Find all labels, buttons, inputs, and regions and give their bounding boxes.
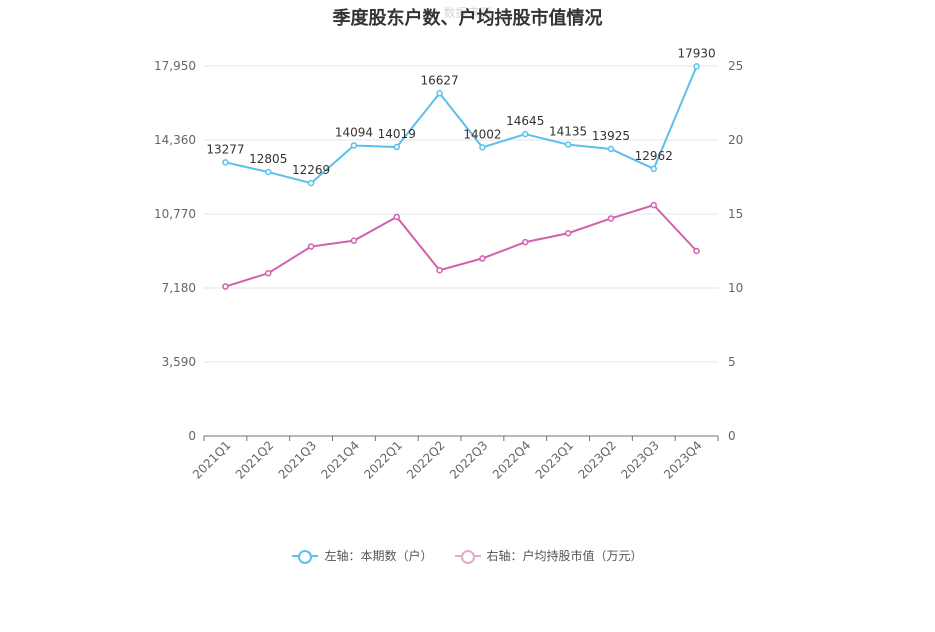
data-point-right	[350, 237, 358, 244]
left-axis-tick-label: 17,950	[154, 59, 196, 73]
legend-right-label: 右轴：户均持股市值（万元）	[486, 549, 643, 563]
x-axis-tick-label: 2023Q4	[661, 438, 705, 482]
data-label: 12269	[292, 163, 330, 177]
x-axis-tick-label: 2021Q3	[276, 438, 320, 482]
data-point-left	[564, 141, 572, 148]
data-point-left	[607, 145, 615, 153]
x-axis-tick-label: 2021Q4	[318, 438, 362, 482]
x-axis-tick-label: 2022Q4	[490, 438, 534, 482]
data-point-left	[393, 143, 400, 151]
legend: 左轴：本期数（户） 右轴：户均持股市值（万元）	[0, 547, 935, 564]
right-axis-tick-label: 10	[728, 281, 743, 295]
x-axis-tick-label: 2022Q3	[447, 438, 491, 482]
legend-right-swatch-icon	[454, 549, 481, 564]
left-axis-tick-label: 0	[188, 429, 196, 443]
data-point-left	[222, 159, 229, 166]
data-point-right	[393, 213, 400, 221]
data-point-right	[479, 255, 486, 262]
data-point-left	[650, 165, 657, 173]
data-point-right	[265, 269, 272, 277]
series-line-left	[225, 66, 698, 185]
right-axis-tick-label: 15	[728, 207, 743, 221]
chart-title: 季度股东户数、户均持股市值情况	[332, 8, 603, 29]
data-label: 16627	[420, 73, 458, 87]
left-axis-tick-label: 14,360	[154, 133, 196, 147]
series-line-right	[225, 203, 698, 288]
x-axis-tick-label: 2023Q3	[618, 438, 662, 482]
data-label: 14094	[335, 125, 373, 139]
data-point-right	[564, 229, 572, 237]
data-label: 14645	[506, 114, 544, 128]
left-axis-tick-label: 3,590	[162, 355, 196, 369]
right-axis-tick-label: 20	[728, 133, 743, 147]
data-point-right	[307, 243, 315, 250]
x-axis-tick-label: 2022Q1	[361, 438, 405, 482]
legend-left-swatch-icon	[292, 549, 319, 564]
right-axis-tick-label: 5	[728, 355, 736, 369]
data-point-left	[436, 90, 443, 97]
data-label: 14019	[378, 127, 416, 141]
data-point-left	[479, 144, 486, 151]
data-point-right	[436, 266, 443, 274]
data-label: 13277	[206, 142, 244, 156]
data-point-left	[693, 63, 700, 70]
x-axis-tick-label: 2021Q1	[190, 438, 234, 482]
data-label: 13925	[592, 129, 630, 143]
right-axis-tick-label: 0	[728, 429, 736, 443]
x-axis-tick-label: 2022Q2	[404, 438, 448, 482]
left-axis-tick-label: 7,180	[162, 281, 196, 295]
data-point-left	[522, 130, 529, 138]
legend-item-right-series[interactable]: 右轴：户均持股市值（万元）	[454, 547, 643, 564]
data-point-left	[307, 179, 315, 187]
data-point-right	[222, 283, 229, 290]
data-label: 12805	[249, 152, 287, 166]
data-label: 12962	[635, 149, 673, 163]
x-axis-tick-label: 2021Q2	[233, 438, 277, 482]
data-point-left	[350, 142, 358, 149]
x-axis-tick-label: 2023Q1	[533, 438, 577, 482]
data-point-right	[693, 247, 700, 255]
data-label: 14002	[463, 127, 501, 141]
data-point-right	[650, 201, 657, 209]
data-label: 17930	[677, 46, 715, 60]
x-axis-tick-label: 2023Q2	[575, 438, 619, 482]
right-axis-tick-label: 25	[728, 59, 743, 73]
data-point-right	[522, 238, 529, 246]
data-point-right	[607, 215, 615, 222]
legend-item-left-series[interactable]: 左轴：本期数（户）	[292, 547, 433, 564]
left-axis-tick-label: 10,770	[154, 207, 196, 221]
data-point-left	[265, 168, 272, 176]
legend-left-label: 左轴：本期数（户）	[324, 549, 433, 563]
data-label: 14135	[549, 125, 587, 139]
